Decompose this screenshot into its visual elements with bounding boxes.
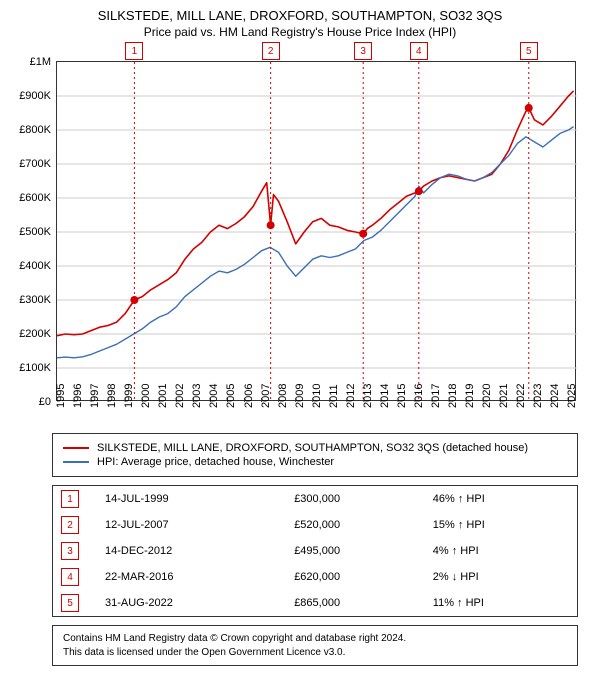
chart-title: SILKSTEDE, MILL LANE, DROXFORD, SOUTHAMP…	[10, 8, 590, 23]
event-delta: 11% ↑ HPI	[425, 590, 577, 616]
legend-item: HPI: Average price, detached house, Winc…	[63, 456, 567, 468]
event-marker: 3	[354, 42, 372, 60]
x-tick-label: 2009	[294, 384, 306, 408]
legend: SILKSTEDE, MILL LANE, DROXFORD, SOUTHAMP…	[52, 433, 578, 477]
event-price: £520,000	[286, 512, 425, 538]
event-row: 5 31-AUG-2022£865,00011% ↑ HPI	[53, 590, 577, 616]
x-tick-label: 2002	[174, 384, 186, 408]
event-delta: 15% ↑ HPI	[425, 512, 577, 538]
events-table-box: 1 14-JUL-1999£300,00046% ↑ HPI 2 12-JUL-200…	[52, 485, 578, 617]
x-tick-label: 2018	[447, 384, 459, 408]
x-tick-label: 2020	[481, 384, 493, 408]
legend-swatch	[63, 461, 89, 463]
y-tick-label: £100K	[19, 362, 57, 374]
chart-svg	[57, 62, 577, 402]
x-tick-label: 2024	[549, 384, 561, 408]
y-tick-label: £300K	[19, 294, 57, 306]
x-tick-label: 2001	[157, 384, 169, 408]
x-tick-label: 2021	[498, 384, 510, 408]
y-tick-label: £900K	[19, 90, 57, 102]
y-tick-label: £700K	[19, 158, 57, 170]
y-tick-label: £500K	[19, 226, 57, 238]
x-tick-label: 2013	[362, 384, 374, 408]
figure: SILKSTEDE, MILL LANE, DROXFORD, SOUTHAMP…	[0, 0, 600, 676]
event-price: £495,000	[286, 538, 425, 564]
event-badge: 4	[61, 568, 79, 586]
event-marker: 5	[520, 42, 538, 60]
legend-item: SILKSTEDE, MILL LANE, DROXFORD, SOUTHAMP…	[63, 442, 567, 454]
event-badge: 3	[354, 42, 372, 60]
y-tick-label: £1M	[30, 56, 57, 68]
x-tick-label: 2016	[413, 384, 425, 408]
event-delta: 4% ↑ HPI	[425, 538, 577, 564]
x-tick-label: 1999	[123, 384, 135, 408]
footer: Contains HM Land Registry data © Crown c…	[52, 625, 578, 666]
plot-area: £0£100K£200K£300K£400K£500K£600K£700K£80…	[10, 61, 590, 401]
x-tick-label: 2005	[225, 384, 237, 408]
event-badge: 2	[61, 516, 79, 534]
event-row: 2 12-JUL-2007£520,00015% ↑ HPI	[53, 512, 577, 538]
legend-label: HPI: Average price, detached house, Winc…	[97, 456, 334, 468]
event-badge: 5	[520, 42, 538, 60]
x-tick-label: 2023	[532, 384, 544, 408]
y-tick-label: £400K	[19, 260, 57, 272]
x-tick-label: 2008	[277, 384, 289, 408]
x-tick-label: 2004	[208, 384, 220, 408]
x-tick-label: 2015	[396, 384, 408, 408]
event-marker: 1	[125, 42, 143, 60]
event-badge: 5	[61, 594, 79, 612]
x-tick-label: 2010	[311, 384, 323, 408]
event-badge: 1	[61, 490, 79, 508]
x-tick-label: 2022	[515, 384, 527, 408]
event-badge: 3	[61, 542, 79, 560]
x-tick-label: 2006	[243, 384, 255, 408]
event-row: 3 14-DEC-2012£495,0004% ↑ HPI	[53, 538, 577, 564]
event-marker: 4	[410, 42, 428, 60]
event-badge: 2	[262, 42, 280, 60]
x-tick-label: 2011	[328, 384, 340, 408]
x-tick-label: 1995	[55, 384, 67, 408]
x-tick-label: 2003	[191, 384, 203, 408]
event-delta: 46% ↑ HPI	[425, 486, 577, 512]
legend-swatch	[63, 447, 89, 449]
x-tick-label: 2012	[345, 384, 357, 408]
event-date: 31-AUG-2022	[97, 590, 286, 616]
event-price: £300,000	[286, 486, 425, 512]
event-date: 12-JUL-2007	[97, 512, 286, 538]
x-tick-label: 2014	[379, 384, 391, 408]
event-badge: 4	[410, 42, 428, 60]
events-table: 1 14-JUL-1999£300,00046% ↑ HPI 2 12-JUL-200…	[53, 486, 577, 616]
x-tick-label: 2007	[260, 384, 272, 408]
x-tick-label: 1996	[72, 384, 84, 408]
event-date: 14-JUL-1999	[97, 486, 286, 512]
event-date: 22-MAR-2016	[97, 564, 286, 590]
y-tick-label: £800K	[19, 124, 57, 136]
plot-border: £0£100K£200K£300K£400K£500K£600K£700K£80…	[56, 61, 576, 401]
x-tick-label: 2025	[566, 384, 578, 408]
event-price: £620,000	[286, 564, 425, 590]
event-badge: 1	[125, 42, 143, 60]
x-tick-label: 1998	[106, 384, 118, 408]
footer-line: This data is licensed under the Open Gov…	[63, 646, 567, 660]
event-row: 4 22-MAR-2016£620,0002% ↓ HPI	[53, 564, 577, 590]
event-delta: 2% ↓ HPI	[425, 564, 577, 590]
event-row: 1 14-JUL-1999£300,00046% ↑ HPI	[53, 486, 577, 512]
legend-label: SILKSTEDE, MILL LANE, DROXFORD, SOUTHAMP…	[97, 442, 528, 454]
x-tick-label: 2017	[430, 384, 442, 408]
footer-line: Contains HM Land Registry data © Crown c…	[63, 632, 567, 646]
x-tick-label: 2000	[140, 384, 152, 408]
chart-subtitle: Price paid vs. HM Land Registry's House …	[10, 25, 590, 39]
event-price: £865,000	[286, 590, 425, 616]
x-tick-label: 2019	[464, 384, 476, 408]
y-tick-label: £600K	[19, 192, 57, 204]
x-tick-label: 1997	[89, 384, 101, 408]
y-tick-label: £200K	[19, 328, 57, 340]
event-marker: 2	[262, 42, 280, 60]
event-date: 14-DEC-2012	[97, 538, 286, 564]
